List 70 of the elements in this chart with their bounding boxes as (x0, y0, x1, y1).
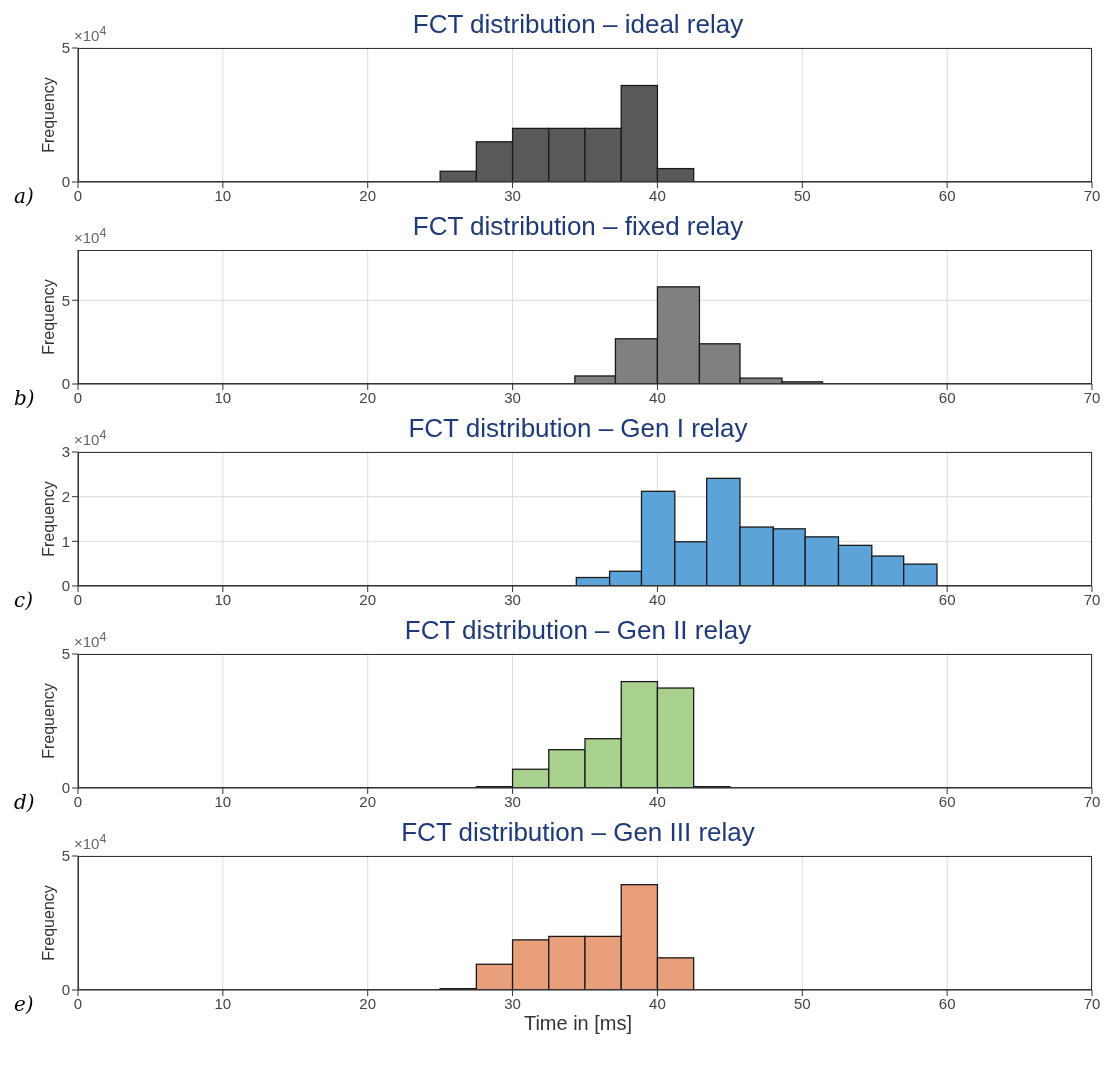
y-tick-label: 0 (61, 577, 70, 595)
text: e) (14, 992, 34, 1016)
x-tick-label: 60 (938, 590, 956, 608)
x-tick-label: 60 (938, 186, 956, 204)
x-tick-label: 50 (793, 994, 811, 1012)
text: d) (14, 790, 35, 814)
y-tick-label: 0 (61, 173, 70, 191)
x-tick-label: 10 (214, 792, 232, 810)
chart-title: FCT distribution – Gen III relay (401, 817, 755, 847)
y-tick-label: 5 (61, 645, 70, 663)
x-tick-label: 30 (504, 792, 521, 810)
x-tick-label: 30 (504, 590, 521, 608)
x-tick-label: 30 (504, 186, 521, 204)
chart-title: FCT distribution – Gen I relay (408, 413, 748, 443)
x-tick-label: 20 (359, 388, 377, 406)
y-axis-title: Frequency (39, 683, 57, 759)
y-tick-label: 2 (61, 487, 70, 505)
x-tick-label: 10 (214, 590, 232, 608)
chart-title: FCT distribution – ideal relay (412, 9, 744, 39)
y-axis-title: Frequency (39, 481, 57, 557)
y-tick-label: 0 (61, 779, 70, 797)
y-tick-label: 5 (61, 847, 70, 865)
x-tick-label: 40 (649, 186, 666, 204)
chart-title: FCT distribution – fixed relay (412, 211, 744, 241)
text: a) (14, 184, 34, 208)
y-axis-title: Frequency (39, 279, 57, 355)
x-tick-label: 70 (1083, 994, 1101, 1012)
chart-title: FCT distribution – Gen II relay (404, 615, 752, 645)
x-tick-label: 20 (359, 186, 377, 204)
x-tick-label: 0 (73, 994, 83, 1012)
x-tick-label: 10 (214, 388, 232, 406)
x-tick-label: 20 (359, 994, 377, 1012)
x-tick-label: 70 (1083, 792, 1101, 810)
x-tick-label: 40 (649, 590, 666, 608)
x-tick-label: 30 (504, 388, 521, 406)
x-tick-label: 70 (1083, 186, 1101, 204)
x-tick-label: 40 (649, 994, 666, 1012)
x-tick-label: 0 (73, 388, 83, 406)
x-tick-label: 0 (73, 792, 83, 810)
text: ×10$^{4}$ (74, 226, 107, 246)
x-tick-label: 20 (359, 590, 377, 608)
y-axis-title: Frequency (39, 885, 57, 961)
x-tick-label: 10 (214, 186, 232, 204)
x-tick-label: 60 (938, 994, 956, 1012)
x-tick-label: 40 (649, 792, 666, 810)
x-tick-label: 70 (1083, 590, 1101, 608)
text: c) (14, 588, 34, 612)
x-tick-label: 10 (214, 994, 232, 1012)
y-tick-label: 0 (61, 375, 70, 393)
y-tick-label: 0 (61, 981, 70, 999)
x-tick-label: 30 (504, 994, 521, 1012)
x-axis-title: Time in [ms] (523, 1012, 633, 1034)
x-tick-label: 70 (1083, 388, 1101, 406)
x-tick-label: 0 (73, 186, 83, 204)
x-tick-label: 40 (649, 388, 666, 406)
text: b) (14, 386, 35, 410)
x-tick-label: 0 (73, 590, 83, 608)
text: ×10$^{4}$ (74, 428, 107, 448)
y-tick-label: 3 (61, 443, 70, 461)
text: ×10$^{4}$ (74, 630, 107, 650)
x-tick-label: 60 (938, 388, 956, 406)
x-tick-label: 20 (359, 792, 377, 810)
y-axis-title: Frequency (39, 77, 57, 153)
y-tick-label: 1 (61, 532, 70, 550)
y-tick-label: 5 (61, 291, 70, 309)
x-tick-label: 60 (938, 792, 956, 810)
y-tick-label: 5 (61, 39, 70, 57)
text: ×10$^{4}$ (74, 24, 107, 44)
text: ×10$^{4}$ (74, 832, 107, 852)
x-tick-label: 50 (793, 186, 811, 204)
